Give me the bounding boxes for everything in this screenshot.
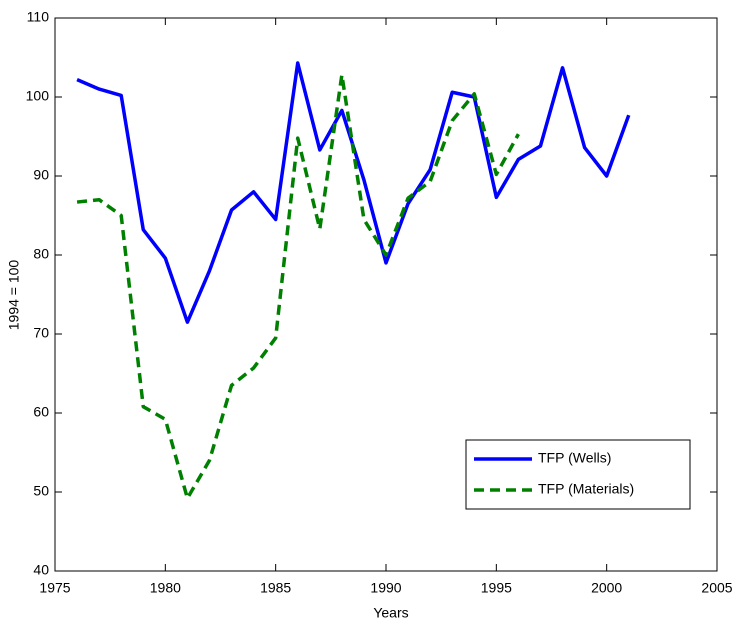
- data-line: [76, 73, 520, 501]
- y-tick-label: 110: [27, 9, 50, 25]
- x-axis-label: Years: [373, 605, 408, 621]
- y-tick-label: 80: [33, 246, 49, 262]
- x-tick-label: 1980: [150, 580, 181, 596]
- y-tick-label: 70: [33, 325, 49, 341]
- x-tick-label: 2005: [701, 580, 732, 596]
- legend-box: [465, 439, 691, 510]
- y-tick-label: 60: [33, 404, 49, 420]
- x-tick-label: 1995: [481, 580, 512, 596]
- x-tick-label: 1985: [260, 580, 291, 596]
- legend-label: TFP (Wells): [538, 450, 611, 466]
- y-axis-label: 1994 = 100: [6, 260, 22, 331]
- x-tick-label: 2000: [591, 580, 622, 596]
- y-tick-label: 50: [33, 483, 49, 499]
- y-tick-label: 100: [26, 88, 50, 104]
- x-tick-label: 1990: [370, 580, 401, 596]
- y-tick-label: 90: [33, 167, 49, 183]
- x-tick-label: 1975: [39, 580, 70, 596]
- y-tick-label: 40: [33, 562, 49, 578]
- legend-label: TFP (Materials): [538, 481, 634, 497]
